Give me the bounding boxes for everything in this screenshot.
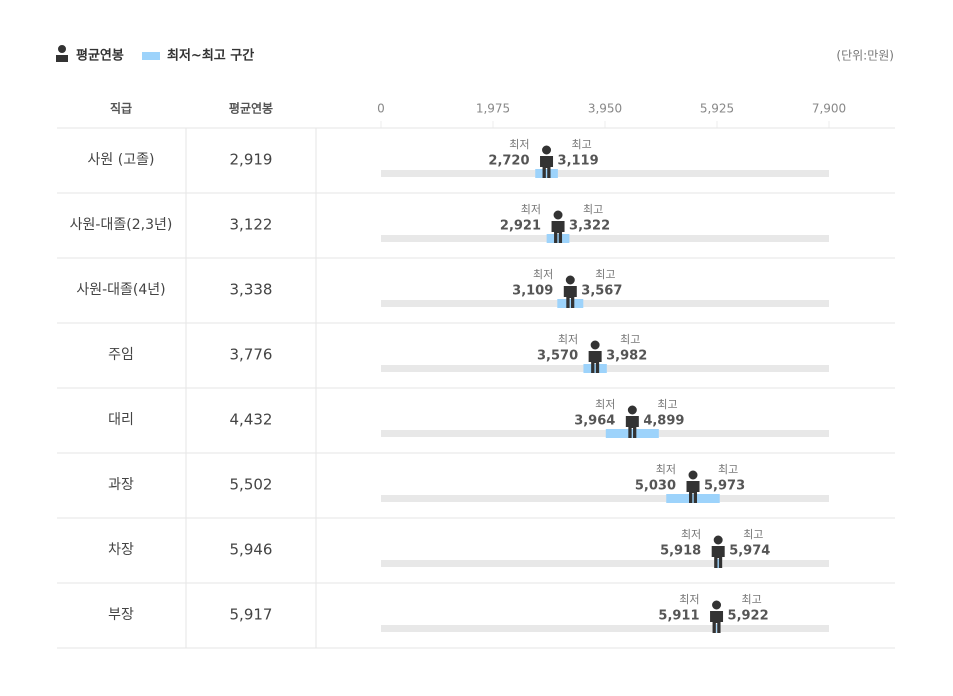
min-value: 5,918 — [660, 544, 701, 559]
max-caption: 최고 — [620, 333, 640, 346]
max-value: 5,922 — [728, 609, 769, 624]
avg-salary: 5,946 — [230, 541, 273, 559]
max-value: 4,899 — [643, 414, 684, 429]
avg-icon — [686, 470, 700, 503]
rank-label: 부장 — [108, 607, 134, 623]
min-caption: 최저 — [656, 463, 676, 476]
x-tick-label: 1,975 — [476, 102, 510, 116]
avg-salary: 3,338 — [230, 281, 273, 299]
range-track — [381, 235, 829, 242]
range-bar — [557, 299, 584, 308]
max-value: 5,974 — [729, 544, 770, 559]
range-bar — [605, 429, 659, 438]
avg-icon — [711, 535, 725, 568]
avg-salary: 3,776 — [230, 346, 273, 364]
unit-label: (단위:만원) — [836, 49, 894, 63]
max-value: 3,567 — [581, 284, 622, 299]
rank-label: 사원-대졸(2,3년) — [70, 217, 173, 233]
legend-label: 최저~최고 구간 — [167, 48, 254, 64]
avg-icon — [540, 145, 554, 178]
legend-icon — [56, 45, 68, 62]
min-value: 5,030 — [635, 479, 676, 494]
min-value: 2,921 — [500, 219, 541, 234]
min-caption: 최저 — [533, 268, 553, 281]
min-value: 3,570 — [537, 349, 578, 364]
rank-label: 차장 — [108, 542, 134, 558]
rank-label: 사원 (고졸) — [88, 152, 155, 168]
range-track — [381, 625, 829, 632]
min-value: 3,964 — [574, 414, 615, 429]
x-tick-label: 7,900 — [812, 102, 846, 116]
range-track — [381, 170, 829, 177]
range-bar — [535, 169, 558, 178]
column-header: 평균연봉 — [229, 101, 273, 116]
range-track — [381, 495, 829, 502]
max-caption: 최고 — [657, 398, 677, 411]
rank-label: 사원-대졸(4년) — [76, 282, 165, 298]
range-bar — [583, 364, 607, 373]
range-track — [381, 430, 829, 437]
avg-icon — [551, 210, 565, 243]
max-caption: 최고 — [583, 203, 603, 216]
max-caption: 최고 — [595, 268, 615, 281]
min-caption: 최저 — [558, 333, 578, 346]
legend-label: 평균연봉 — [76, 48, 124, 64]
rank-label: 과장 — [108, 477, 134, 493]
max-value: 3,982 — [606, 349, 647, 364]
max-caption: 최고 — [718, 463, 738, 476]
rank-label: 대리 — [108, 412, 134, 428]
max-caption: 최고 — [742, 593, 762, 606]
range-bar — [546, 234, 570, 243]
max-caption: 최고 — [743, 528, 763, 541]
max-value: 5,973 — [704, 479, 745, 494]
range-track — [381, 300, 829, 307]
avg-salary: 5,502 — [230, 476, 273, 494]
x-tick-label: 3,950 — [588, 102, 622, 116]
rank-label: 주임 — [108, 347, 134, 363]
range-bar — [666, 494, 720, 503]
avg-icon — [710, 600, 724, 633]
max-value: 3,119 — [558, 154, 599, 169]
x-tick-label: 5,925 — [700, 102, 734, 116]
min-caption: 최저 — [595, 398, 615, 411]
min-caption: 최저 — [509, 138, 529, 151]
x-tick-label: 0 — [377, 102, 385, 116]
min-value: 2,720 — [488, 154, 529, 169]
avg-icon — [588, 340, 602, 373]
min-value: 5,911 — [658, 609, 699, 624]
avg-salary: 3,122 — [230, 216, 273, 234]
avg-salary: 4,432 — [230, 411, 273, 429]
max-value: 3,322 — [569, 219, 610, 234]
avg-icon — [563, 275, 577, 308]
range-bar — [716, 624, 718, 633]
range-track — [381, 560, 829, 567]
column-header: 직급 — [110, 101, 132, 116]
legend-swatch — [142, 52, 160, 60]
avg-salary: 2,919 — [230, 151, 273, 169]
min-caption: 최저 — [681, 528, 701, 541]
min-value: 3,109 — [512, 284, 553, 299]
range-bar — [716, 559, 720, 568]
avg-salary: 5,917 — [230, 606, 273, 624]
avg-icon — [625, 405, 639, 438]
max-caption: 최고 — [572, 138, 592, 151]
min-caption: 최저 — [679, 593, 699, 606]
min-caption: 최저 — [521, 203, 541, 216]
